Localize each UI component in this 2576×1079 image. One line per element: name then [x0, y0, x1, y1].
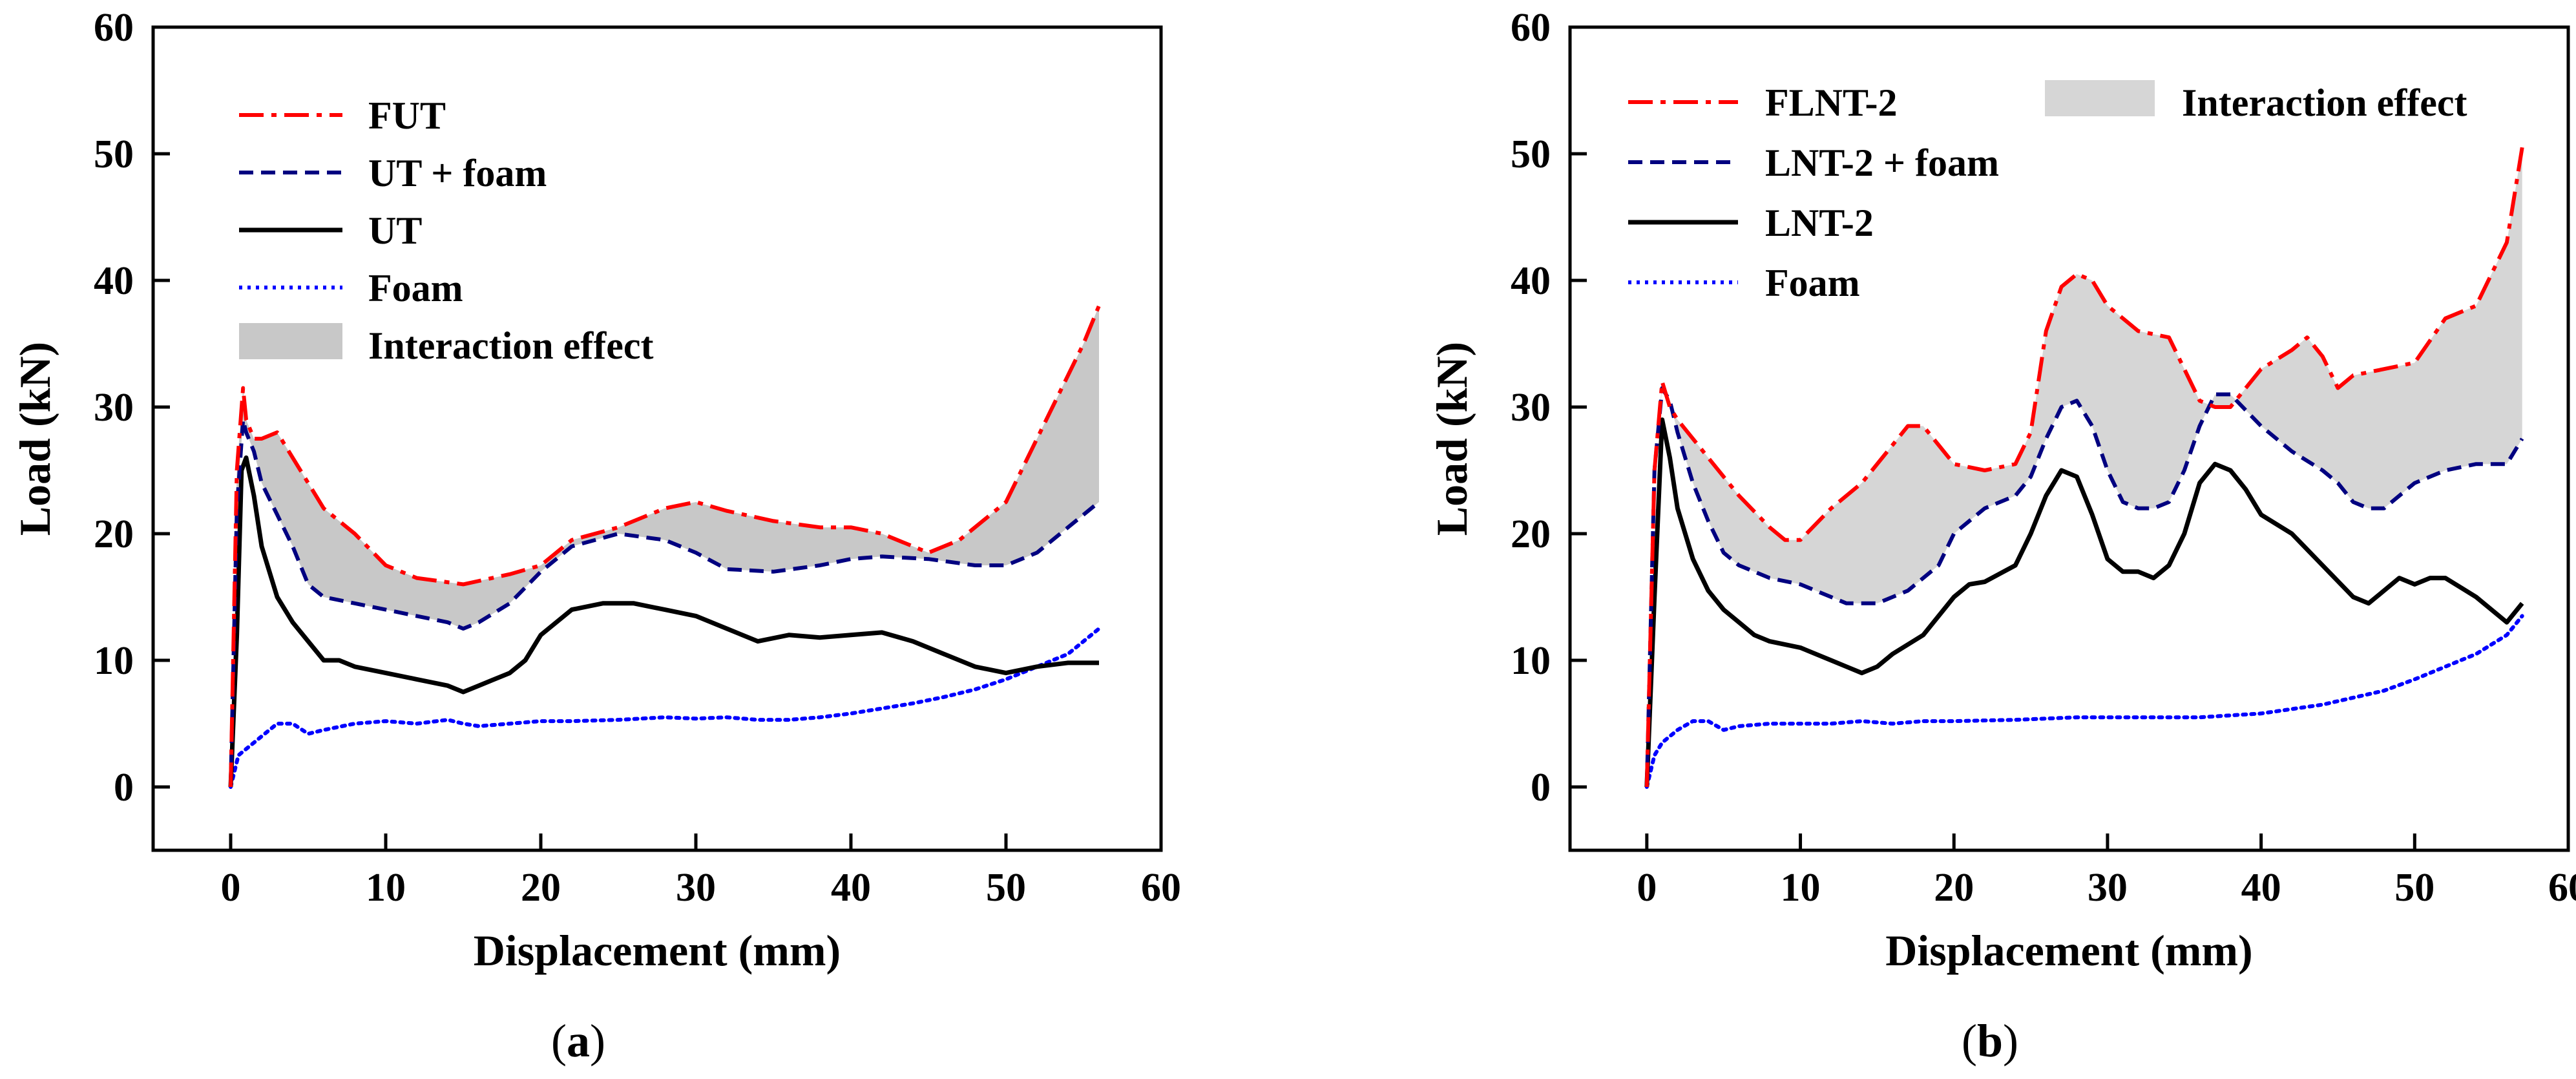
y-axis-label: Load (kN) [10, 342, 59, 536]
interaction-effect-area [231, 306, 1099, 787]
y-tick-label: 40 [1511, 259, 1551, 303]
y-tick-label: 20 [1511, 512, 1551, 556]
legend-swatch-interaction-effect [2045, 80, 2155, 116]
x-tick-label: 50 [986, 866, 1026, 910]
x-tick-label: 60 [1141, 866, 1181, 910]
x-tick-label: 0 [1637, 866, 1657, 910]
panel-a-chart: 0 10 20 30 40 50 60 0 10 20 30 40 50 60 Displacement (… [10, 6, 1181, 1067]
legend-label: LNT-2 + foam [1765, 141, 1999, 184]
x-tick-label: 40 [831, 866, 871, 910]
plot-frame [151, 25, 1163, 852]
series-line-ut [228, 455, 1099, 788]
legend: FLNT-2 LNT-2 + foam LNT-2 Foam Interaction e… [1628, 80, 2467, 304]
y-tick-label: 10 [94, 639, 134, 683]
y-tick-label: 30 [1511, 386, 1551, 430]
y-tick-label: 40 [94, 259, 134, 303]
y-tick-label: 0 [1531, 766, 1551, 810]
x-tick-label: 10 [1781, 866, 1821, 910]
y-tick-label: 60 [1511, 6, 1551, 50]
legend-swatch-interaction-effect [239, 323, 342, 359]
y-tick-label: 30 [94, 386, 134, 430]
y-tick-label: 10 [1511, 639, 1551, 683]
caption-letter: a [567, 1015, 590, 1067]
caption-close-paren: ) [590, 1015, 605, 1067]
y-tick-label: 20 [94, 512, 134, 556]
interaction-effect-area [1646, 147, 2522, 787]
caption-open-paren: ( [1962, 1015, 1977, 1067]
legend-label: Foam [368, 267, 463, 309]
x-tick-label: 0 [221, 866, 241, 910]
series-line-lnt-2 [1644, 417, 2524, 788]
plot-frame [1568, 25, 2570, 852]
x-tick-label: 30 [676, 866, 716, 910]
x-tick-label: 50 [2394, 866, 2435, 910]
series-line-flnt-2 [1644, 147, 2524, 788]
y-tick-label: 0 [114, 766, 134, 810]
series-line-lnt-2-foam [1644, 386, 2524, 788]
y-tick-label: 50 [94, 132, 134, 176]
x-tick-label: 20 [521, 866, 561, 910]
caption-open-paren: ( [551, 1015, 567, 1067]
legend-label: UT [368, 209, 422, 252]
caption-close-paren: ) [2003, 1015, 2018, 1067]
x-tick-label: 20 [1934, 866, 1974, 910]
legend: FUT UT + foam UT Foam Interaction effect [239, 94, 653, 367]
panel-caption: (a) [551, 1015, 605, 1067]
x-tick-label: 30 [2088, 866, 2128, 910]
x-tick-label: 40 [2241, 866, 2281, 910]
series-line-fut [229, 305, 1101, 788]
legend-label: LNT-2 [1765, 202, 1874, 244]
x-axis-label: Displacement (mm) [474, 926, 841, 975]
panel-b-chart: 0 10 20 30 40 50 60 0 10 20 30 40 50 60 Displacement (… [1427, 6, 2576, 1067]
x-tick-label: 10 [366, 866, 406, 910]
series-line-foam [229, 627, 1101, 789]
legend-label: Interaction effect [368, 324, 653, 367]
legend-label: UT + foam [368, 152, 547, 194]
x-axis-label: Displacement (mm) [1885, 926, 2252, 975]
series-line-ut-foam [229, 417, 1100, 788]
y-axis-label: Load (kN) [1427, 342, 1476, 536]
legend-label: Foam [1765, 262, 1860, 304]
panel-caption: (b) [1962, 1015, 2018, 1067]
legend-label: Interaction effect [2182, 81, 2467, 124]
x-tick-label: 60 [2548, 866, 2576, 910]
y-tick-label: 50 [1511, 132, 1551, 176]
y-tick-label: 60 [94, 6, 134, 50]
caption-letter: b [1977, 1015, 2003, 1067]
series-line-foam [1644, 614, 2524, 789]
legend-label: FLNT-2 [1765, 81, 1898, 124]
legend-label: FUT [368, 94, 446, 137]
